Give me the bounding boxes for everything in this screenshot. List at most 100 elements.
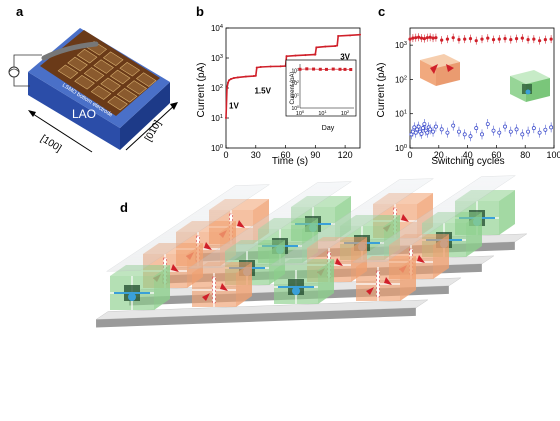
c-on-point	[422, 37, 426, 41]
c-off-point	[413, 130, 418, 135]
substrate-side-face	[120, 82, 170, 150]
panel-c-label: c	[378, 4, 385, 19]
c-off-point	[468, 134, 473, 139]
b-voltage-annotation: 1V	[229, 102, 239, 111]
vortex-core	[128, 293, 136, 301]
c-on-point	[486, 36, 490, 40]
top-electrode	[105, 184, 271, 272]
c-off-point	[497, 130, 502, 135]
b-inset-point	[343, 67, 347, 71]
b-data-point	[337, 35, 340, 38]
c-off-point	[421, 126, 425, 131]
b-data-point	[304, 54, 307, 57]
b-inset-point	[331, 67, 335, 71]
b-data-point	[285, 55, 288, 58]
b-inset-xtick-label: 102	[341, 110, 349, 117]
c-on-state-cube	[420, 54, 460, 86]
polarization-arrow	[335, 258, 343, 266]
c-on-point	[503, 37, 507, 41]
cell-side-face	[400, 256, 416, 301]
b-data-point	[252, 75, 255, 78]
panel-c: c Current (pA) Switching cycles 0 20 40 60 8…	[376, 4, 560, 167]
c-on-point	[474, 39, 478, 43]
memory-cell-off	[110, 265, 170, 310]
c-on-point	[440, 38, 444, 42]
c-on-point	[417, 35, 421, 39]
b-data-point	[244, 75, 247, 78]
c-off-point	[412, 125, 417, 130]
b-data-point	[236, 76, 239, 79]
c-off-point	[431, 129, 435, 134]
c-on-point	[520, 36, 524, 40]
polarization-arrow	[401, 214, 409, 222]
panel-a-label: a	[16, 4, 24, 19]
electrode-pad	[100, 77, 121, 93]
b-xtick-label: 120	[338, 150, 353, 160]
electrode-pad	[102, 51, 124, 66]
polarization-arrow	[220, 283, 228, 291]
b-data-point	[324, 45, 327, 48]
b-inset-ytick-label: 101	[291, 92, 299, 99]
c-on-point	[497, 37, 501, 41]
c-on-point	[543, 38, 547, 42]
c-on-point	[408, 37, 412, 41]
electrode-pad	[93, 59, 114, 74]
c-ylabel: Current (pA)	[376, 62, 387, 117]
b-ytick-label: 103	[211, 54, 223, 63]
c-off-point	[485, 122, 490, 126]
memory-cell-on	[356, 256, 416, 301]
c-off-point	[419, 131, 424, 136]
c-ytick-label: 100	[395, 144, 407, 153]
c-ytick-label: 102	[395, 75, 407, 84]
b-data-point	[226, 81, 229, 84]
b-data-point	[349, 34, 352, 37]
b-inset-point	[312, 67, 316, 71]
conducting-wall	[212, 276, 216, 304]
polarization-arrow	[384, 277, 392, 285]
c-off-point	[514, 127, 519, 132]
b-data-point	[314, 53, 317, 56]
electrode-pad	[116, 88, 138, 103]
b-xtick-label: 0	[223, 150, 228, 160]
b-data-point	[254, 74, 257, 77]
electrode-pad	[135, 72, 157, 87]
electrode-pad	[67, 56, 88, 72]
b-inset-xlabel: Day	[322, 125, 335, 132]
cell-side-face	[499, 190, 515, 235]
c-off-point	[543, 127, 548, 132]
b-inset-ytick-label: 102	[291, 80, 299, 87]
c-on-point	[428, 35, 432, 39]
polarization-arrow	[366, 287, 374, 295]
b-xtick-label: 30	[251, 150, 261, 160]
c-xtick-label: 40	[463, 150, 473, 160]
c-off-point	[537, 130, 542, 135]
b-ylabel: Current (pA)	[196, 62, 207, 117]
c-on-point	[526, 38, 530, 42]
b-inset-point	[349, 68, 353, 72]
b-inset-point	[338, 67, 342, 71]
b-data-point	[279, 65, 282, 68]
polarization-arrow	[204, 242, 212, 250]
b-inset-point	[305, 67, 309, 71]
c-off-point	[416, 124, 421, 129]
cell-side-face	[433, 234, 449, 279]
bottom-electrode-side	[96, 307, 416, 328]
memory-cell-on	[192, 262, 252, 307]
c-off-point	[445, 130, 450, 135]
c-on-point	[431, 36, 435, 40]
b-ytick-label: 100	[211, 144, 223, 153]
c-on-point	[538, 39, 542, 43]
b-xlabel: Time (s)	[272, 156, 308, 167]
electrode-pad	[76, 48, 98, 64]
c-on-point	[411, 36, 415, 40]
b-data-point	[229, 77, 232, 80]
top-electrode	[351, 175, 517, 263]
b-ytick-label: 101	[211, 114, 223, 123]
b-xtick-label: 90	[310, 150, 320, 160]
c-xtick-label: 60	[491, 150, 501, 160]
b-data-point	[225, 87, 228, 89]
cell-side-face	[154, 265, 170, 310]
electrode-pad	[90, 85, 112, 100]
b-inset-xtick-label: 101	[318, 110, 326, 117]
